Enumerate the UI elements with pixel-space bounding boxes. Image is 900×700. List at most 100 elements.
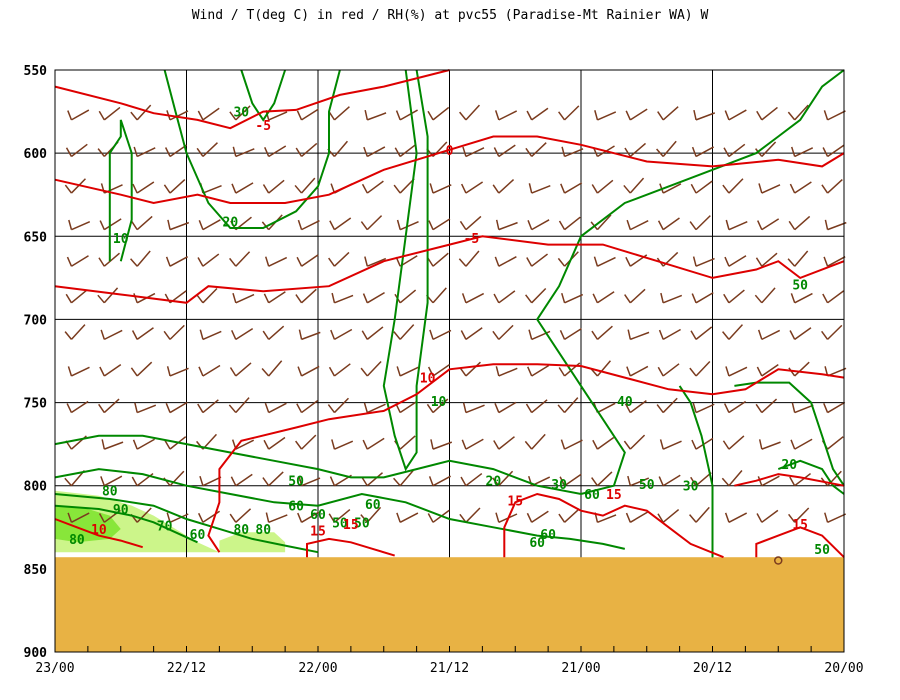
wind-barb-staff bbox=[235, 473, 253, 487]
wind-barb-staff bbox=[597, 514, 617, 523]
wind-barb-feather bbox=[591, 184, 599, 194]
wind-barb-staff bbox=[597, 256, 616, 267]
rh-contour-label: 30 bbox=[233, 106, 249, 121]
temperature-contour-label: 15 bbox=[792, 518, 808, 533]
wind-barb bbox=[526, 253, 549, 267]
wind-barb-staff bbox=[827, 256, 846, 267]
wind-barb bbox=[229, 362, 252, 377]
wind-barb bbox=[723, 289, 745, 304]
wind-barb-staff bbox=[432, 441, 453, 450]
wind-barb-staff bbox=[366, 326, 384, 340]
wind-barb-feather bbox=[360, 367, 368, 377]
wind-barb bbox=[363, 146, 386, 158]
wind-barb-staff bbox=[399, 109, 418, 121]
wind-barb-feather bbox=[262, 184, 270, 194]
wind-barb-staff bbox=[498, 324, 514, 340]
wind-barb-feather bbox=[495, 219, 500, 230]
rh-contour-label: 50 bbox=[288, 475, 304, 490]
wind-barb-feather bbox=[558, 367, 566, 377]
wind-barb-staff bbox=[103, 364, 122, 377]
wind-barb bbox=[558, 508, 580, 523]
x-tick-label: 21/00 bbox=[561, 661, 600, 676]
wind-barb-feather bbox=[725, 219, 730, 230]
wind-barb bbox=[691, 437, 714, 450]
wind-barb-feather bbox=[166, 512, 171, 523]
wind-barb bbox=[264, 145, 287, 158]
wind-barb-feather bbox=[657, 220, 664, 230]
wind-barb-staff bbox=[333, 508, 351, 523]
wind-barb-feather bbox=[788, 220, 796, 231]
wind-barb bbox=[692, 256, 715, 267]
rh-contour-label: 10 bbox=[113, 232, 129, 247]
rh-contour bbox=[240, 69, 287, 122]
wind-barb bbox=[592, 291, 615, 304]
wind-barb bbox=[100, 329, 123, 341]
wind-barb-feather bbox=[426, 403, 434, 413]
wind-barb-staff bbox=[367, 257, 387, 267]
wind-barb-feather bbox=[561, 146, 566, 157]
wind-barb-feather bbox=[526, 110, 533, 121]
wind-barb-feather bbox=[229, 513, 237, 523]
wind-barb-feather bbox=[693, 109, 697, 121]
wind-barb-feather bbox=[526, 512, 533, 523]
wind-barb-feather bbox=[232, 292, 237, 304]
wind-barb-feather bbox=[396, 512, 401, 523]
wind-barb-staff bbox=[630, 477, 650, 487]
temperature-contour-label: 15 bbox=[310, 525, 326, 540]
wind-barb bbox=[758, 183, 781, 194]
wind-barb bbox=[659, 439, 682, 450]
rh-90-fill bbox=[55, 505, 121, 543]
wind-barb-staff bbox=[399, 255, 418, 267]
wind-barb-feather bbox=[98, 257, 105, 267]
wind-barb-staff bbox=[136, 181, 155, 194]
wind-barb-staff bbox=[564, 105, 580, 121]
wind-barb-staff bbox=[268, 256, 288, 267]
wind-barb-feather bbox=[657, 513, 664, 523]
wind-barb-feather bbox=[427, 257, 434, 267]
wind-barb-feather bbox=[722, 184, 730, 194]
y-tick-label: 650 bbox=[24, 230, 48, 245]
wind-barb bbox=[690, 472, 712, 487]
wind-barb bbox=[394, 143, 417, 158]
wind-barb-feather bbox=[231, 183, 237, 194]
wind-barb bbox=[657, 363, 680, 377]
wind-barb bbox=[624, 400, 647, 414]
wind-barb-feather bbox=[824, 512, 829, 523]
temperature-contour-label: -5 bbox=[255, 119, 271, 134]
wind-barb bbox=[755, 141, 777, 157]
wind-barb-feather bbox=[427, 513, 434, 523]
wind-barb bbox=[525, 288, 547, 304]
wind-barb-feather bbox=[65, 293, 73, 304]
wind-barb-staff bbox=[202, 219, 221, 231]
wind-barb bbox=[361, 326, 384, 340]
wind-barb-feather bbox=[494, 256, 500, 267]
y-tick-label: 900 bbox=[24, 646, 48, 661]
wind-barb-staff bbox=[399, 324, 415, 340]
wind-barb bbox=[262, 179, 285, 194]
wind-barb bbox=[65, 143, 88, 158]
wind-barb bbox=[492, 470, 514, 487]
wind-barb-feather bbox=[722, 331, 730, 340]
wind-barb bbox=[295, 288, 317, 304]
wind-barb-feather bbox=[329, 220, 336, 230]
wind-barb-staff bbox=[136, 507, 152, 523]
wind-barb-staff bbox=[827, 144, 845, 158]
wind-barb-feather bbox=[460, 183, 467, 194]
wind-barb-staff bbox=[136, 438, 155, 450]
wind-barb-staff bbox=[761, 398, 778, 414]
wind-barb-staff bbox=[596, 471, 613, 487]
wind-barb-feather bbox=[689, 367, 697, 377]
wind-barb bbox=[393, 470, 414, 487]
wind-barb bbox=[790, 438, 813, 450]
y-tick-label: 750 bbox=[24, 397, 48, 412]
wind-barb-staff bbox=[498, 221, 518, 231]
y-tick-label: 850 bbox=[24, 563, 48, 578]
wind-barb-feather bbox=[626, 219, 632, 230]
wind-barb-feather bbox=[364, 109, 369, 121]
wind-barb-staff bbox=[202, 399, 219, 414]
wind-barb bbox=[197, 253, 220, 267]
wind-barb-feather bbox=[428, 220, 434, 230]
wind-barb-staff bbox=[103, 329, 123, 341]
wind-barb-feather bbox=[656, 148, 664, 157]
wind-barb-staff bbox=[71, 400, 89, 414]
